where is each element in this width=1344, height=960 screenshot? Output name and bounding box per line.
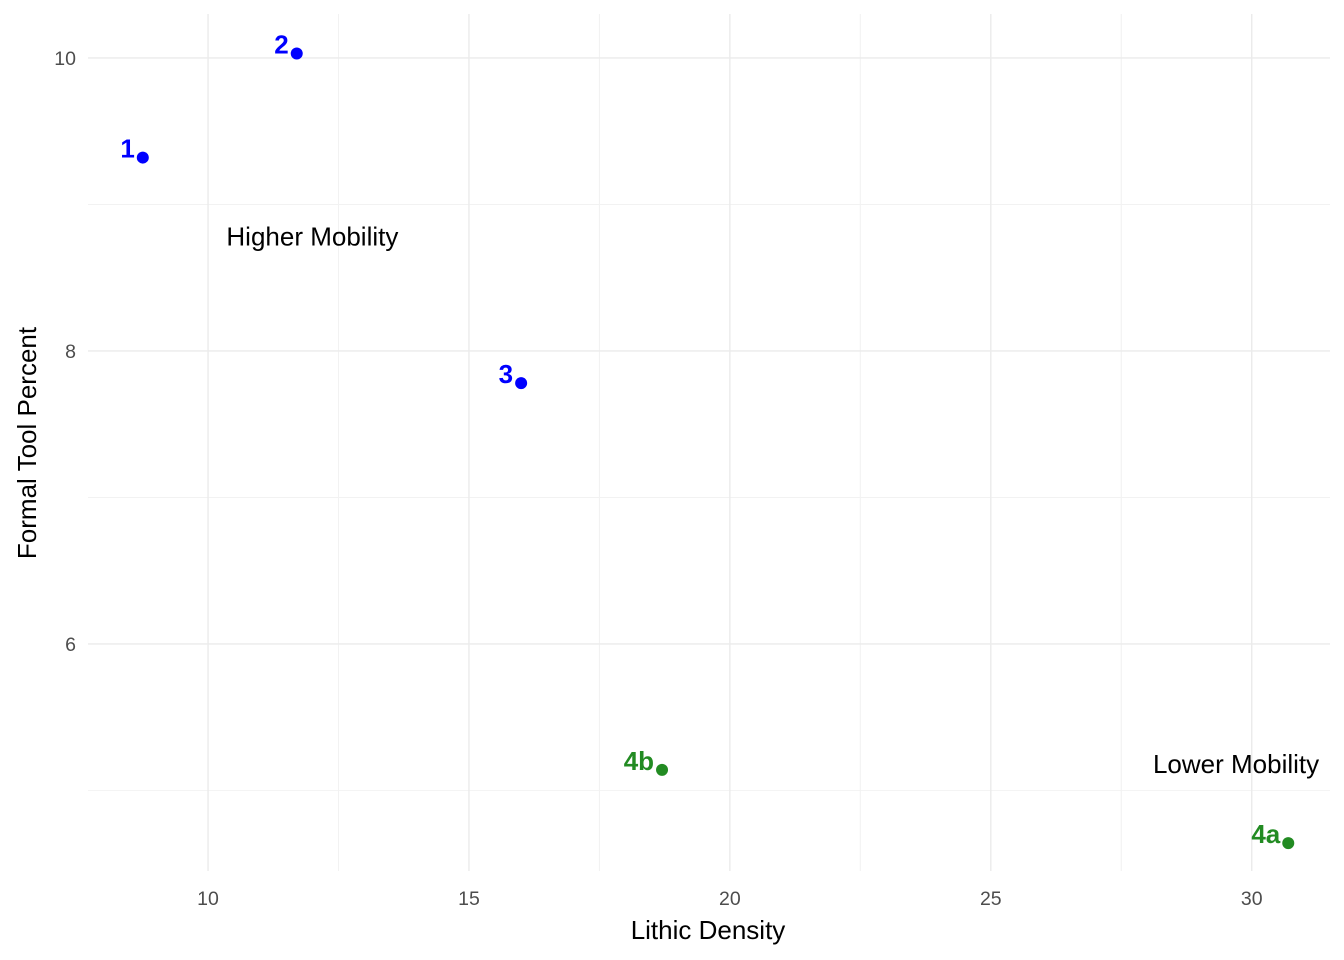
x-tick-label: 20: [719, 888, 741, 910]
annotations: Higher Mobility Lower Mobility: [226, 222, 1319, 779]
x-tick-label: 25: [980, 888, 1002, 910]
x-tick-label: 10: [197, 888, 219, 910]
y-tick-label: 6: [65, 634, 76, 656]
data-point-4a: [1282, 837, 1295, 850]
data-points: 1 2 3 4b 4a: [120, 30, 1295, 850]
y-tick-label: 10: [54, 48, 76, 70]
data-point-1: [136, 151, 149, 164]
data-point-2: [290, 47, 303, 60]
point-label-2: 2: [274, 30, 288, 60]
data-point-3: [515, 377, 528, 390]
y-tick-label: 8: [65, 341, 76, 363]
data-point-4b: [656, 763, 669, 776]
x-axis-title: Lithic Density: [631, 915, 786, 945]
y-axis-ticks: 6 8 10: [54, 48, 76, 656]
x-tick-label: 30: [1241, 888, 1263, 910]
point-label-4a: 4a: [1251, 819, 1280, 849]
annotation-text: Higher Mobility: [226, 222, 398, 252]
point-label-4b: 4b: [624, 746, 654, 776]
point-label-1: 1: [120, 134, 134, 164]
y-axis-title: Formal Tool Percent: [12, 326, 42, 559]
x-tick-label: 15: [458, 888, 480, 910]
grid-lines: [88, 14, 1330, 871]
x-axis-ticks: 10 15 20 25 30: [197, 888, 1263, 910]
point-label-3: 3: [499, 359, 513, 389]
annotation-text: Lower Mobility: [1153, 749, 1319, 779]
